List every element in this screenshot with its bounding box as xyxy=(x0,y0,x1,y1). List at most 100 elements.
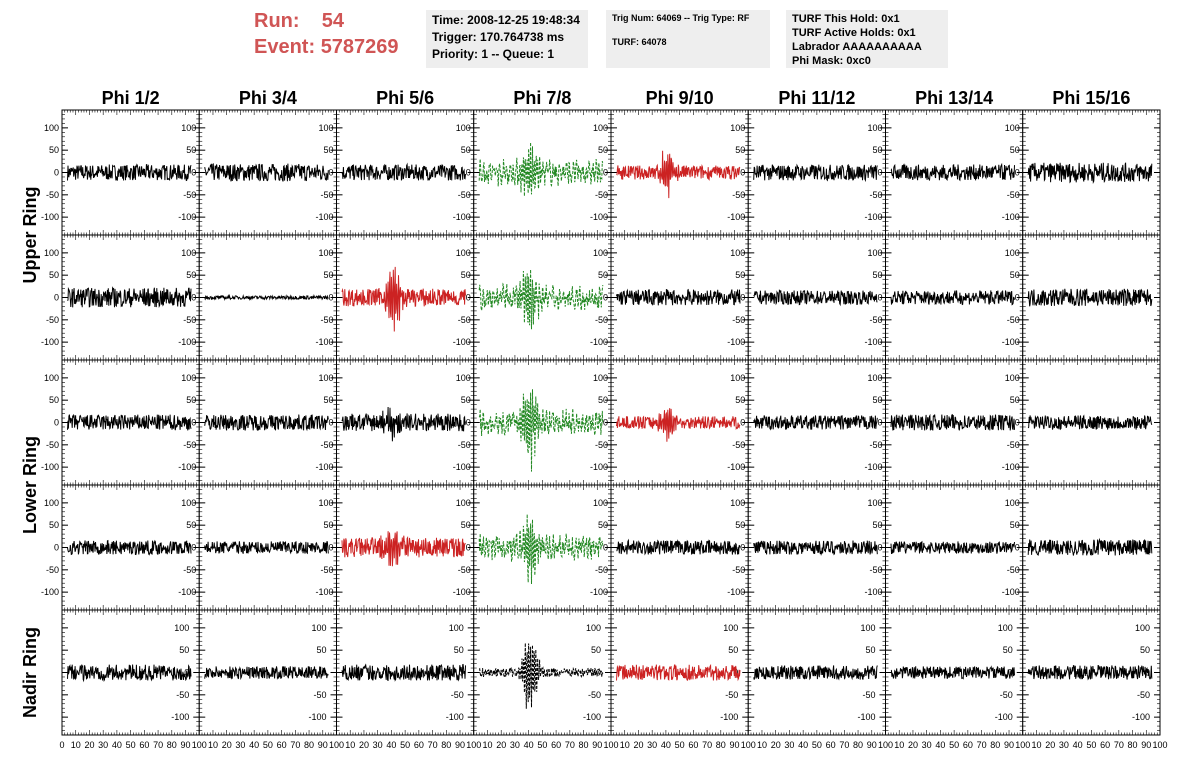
y-tick-label: 0 xyxy=(740,418,745,428)
y-tick-label: 0 xyxy=(466,418,471,428)
y-tick-label: -50 xyxy=(732,440,745,450)
waveform-trace xyxy=(341,531,466,567)
y-tick-label: 100 xyxy=(593,498,608,508)
y-tick-label: -100 xyxy=(453,462,471,472)
waveform-trace xyxy=(478,389,604,472)
waveform-trace xyxy=(204,293,329,302)
waveform-panel: -100 -50 0 50 100 xyxy=(590,484,749,611)
waveform-panel: -100 -50 0 50 100 xyxy=(315,109,475,236)
waveform-trace xyxy=(341,162,466,181)
y-tick-label: -50 xyxy=(320,190,333,200)
y-tick-label: -50 xyxy=(320,565,333,575)
y-tick-label: -50 xyxy=(183,440,196,450)
y-tick-label: 50 xyxy=(598,145,608,155)
waveform-panel: -100 -50 0 50 100 xyxy=(590,234,749,361)
y-tick-label: 50 xyxy=(323,395,333,405)
waveform-panel: -100 -50 0 50 100 xyxy=(453,234,612,361)
waveform-trace xyxy=(204,540,329,555)
y-tick-label: 50 xyxy=(49,145,59,155)
y-tick-label: -50 xyxy=(869,190,882,200)
y-tick-label: -50 xyxy=(595,190,608,200)
y-tick-label: -100 xyxy=(1002,462,1020,472)
waveform-trace xyxy=(890,162,1015,182)
waveform-trace xyxy=(753,163,878,183)
y-tick-label: 100 xyxy=(1005,373,1020,383)
ring-label: Nadir Ring xyxy=(20,627,40,718)
waveform-panel: -100 -50 0 50 100 xyxy=(727,359,886,486)
column-header: Phi 3/4 xyxy=(239,88,297,108)
y-tick-label: 50 xyxy=(872,395,882,405)
y-tick-label: 0 xyxy=(466,168,471,178)
waveform-trace xyxy=(67,163,192,182)
column-header: Phi 11/12 xyxy=(778,88,855,108)
run-label: Run: xyxy=(254,10,300,32)
y-tick-label: -50 xyxy=(732,190,745,200)
waveform-trace xyxy=(341,266,466,332)
y-tick-label: 50 xyxy=(872,145,882,155)
y-tick-label: -50 xyxy=(458,315,471,325)
waveform-panel: -100 -50 0 50 100 xyxy=(727,234,886,361)
y-tick-label: 100 xyxy=(593,248,608,258)
y-tick-label: 100 xyxy=(730,248,745,258)
y-tick-label: 50 xyxy=(1010,270,1020,280)
y-tick-label: 100 xyxy=(44,498,59,508)
waveform-panel: -100 -50 0 50 100 xyxy=(1002,234,1161,361)
y-tick-label: 50 xyxy=(186,270,196,280)
priority-line: Priority: 1 -- Queue: 1 xyxy=(432,47,555,61)
y-tick-label: -50 xyxy=(595,440,608,450)
y-tick-label: -100 xyxy=(453,212,471,222)
y-tick-label: 100 xyxy=(44,123,59,133)
waveform-trace xyxy=(478,142,604,197)
y-tick-label: 100 xyxy=(867,373,882,383)
waveform-trace xyxy=(478,269,604,330)
y-tick-label: 50 xyxy=(461,270,471,280)
waveform-trace xyxy=(1027,414,1153,431)
turf-hold-line: TURF This Hold: 0x1 xyxy=(792,13,900,25)
y-tick-label: -100 xyxy=(864,337,882,347)
y-tick-label: 100 xyxy=(1005,123,1020,133)
y-tick-label: -50 xyxy=(869,315,882,325)
y-tick-label: -50 xyxy=(183,315,196,325)
y-tick-label: 0 xyxy=(466,543,471,553)
y-tick-label: 100 xyxy=(867,123,882,133)
turf-info-box: TURF This Hold: 0x1 TURF Active Holds: 0… xyxy=(786,10,948,68)
y-tick-label: 0 xyxy=(191,418,196,428)
waveform-panel: -100 -50 0 50 100 xyxy=(178,484,337,611)
y-tick-label: -100 xyxy=(41,212,59,222)
y-tick-label: 50 xyxy=(323,145,333,155)
waveform-panel: -100 -50 0 50 100 xyxy=(453,359,612,486)
y-tick-label: -100 xyxy=(727,462,745,472)
y-tick-label: 50 xyxy=(186,395,196,405)
time-info-box: Time: 2008-12-25 19:48:34 Trigger: 170.7… xyxy=(426,10,588,68)
y-tick-label: -100 xyxy=(727,337,745,347)
y-tick-label: 0 xyxy=(877,293,882,303)
y-tick-label: -50 xyxy=(458,565,471,575)
y-tick-label: 0 xyxy=(740,293,745,303)
y-tick-label: -100 xyxy=(453,587,471,597)
panel-frame xyxy=(473,484,612,611)
y-tick-label: 0 xyxy=(54,418,59,428)
y-tick-label: 100 xyxy=(181,248,196,258)
waveform-panel: -100 -50 0 50 100 xyxy=(864,234,1024,361)
y-tick-label: 100 xyxy=(44,248,59,258)
y-tick-label: -100 xyxy=(178,587,196,597)
y-tick-label: -50 xyxy=(46,315,59,325)
y-tick-label: 100 xyxy=(456,373,471,383)
waveform-panel: -100 -50 0 50 100 xyxy=(178,359,337,486)
y-tick-label: 0 xyxy=(328,168,333,178)
y-tick-label: -50 xyxy=(1007,315,1020,325)
y-tick-label: 0 xyxy=(54,543,59,553)
y-tick-label: 100 xyxy=(593,123,608,133)
y-tick-label: -50 xyxy=(46,565,59,575)
waveform-panel: -100 -50 0 50 100 xyxy=(453,484,612,611)
y-tick-label: 0 xyxy=(603,418,608,428)
column-header: Phi 7/8 xyxy=(513,88,571,108)
waveform-trace xyxy=(1027,288,1153,307)
y-tick-label: 0 xyxy=(328,418,333,428)
y-tick-label: 50 xyxy=(461,395,471,405)
y-tick-label: 50 xyxy=(186,520,196,530)
waveform-trace xyxy=(478,514,604,585)
waveform-panel: -100 -50 0 50 100 xyxy=(178,109,337,236)
waveform-trace xyxy=(753,415,878,431)
